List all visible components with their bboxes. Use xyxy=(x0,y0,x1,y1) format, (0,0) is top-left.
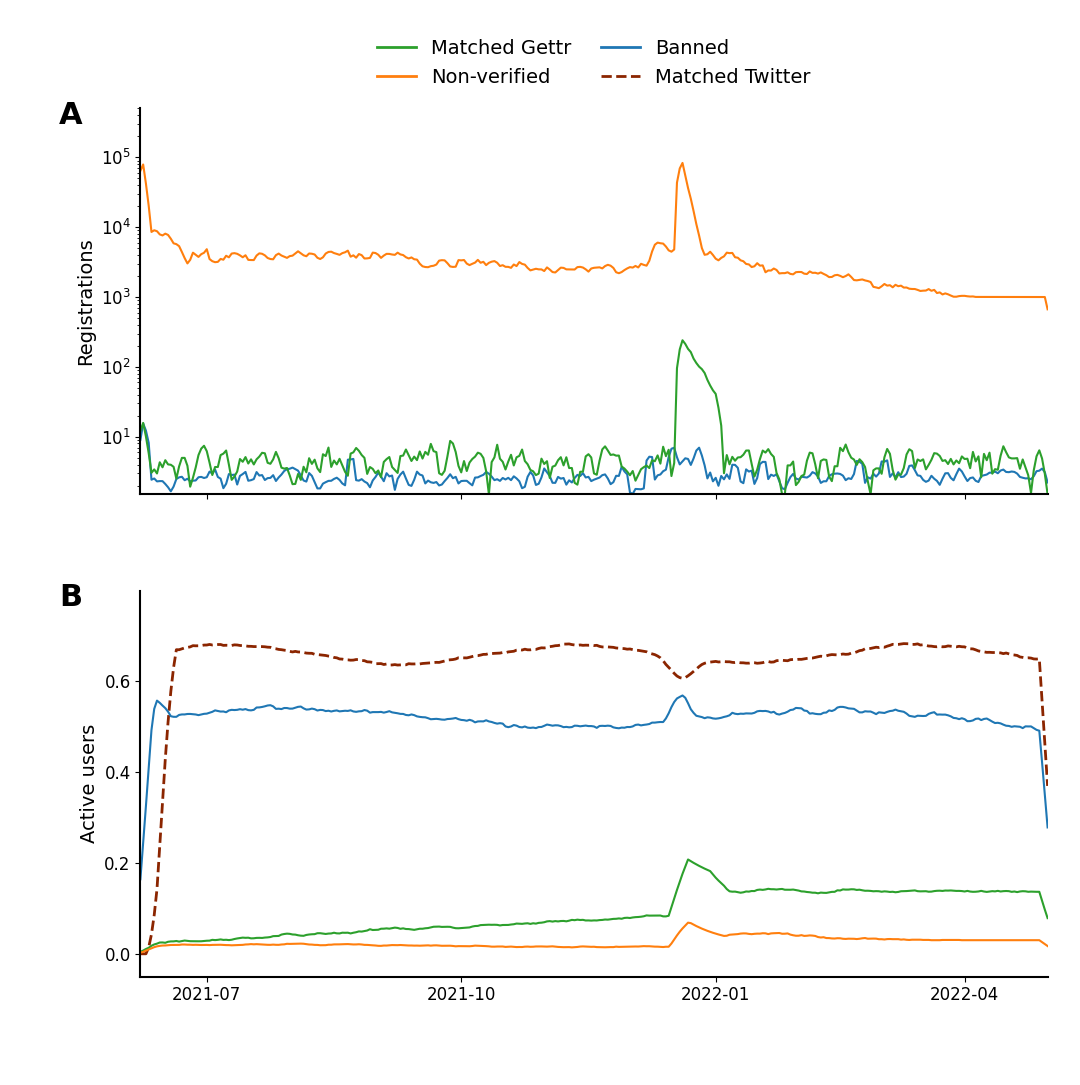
Text: B: B xyxy=(58,583,82,612)
Legend: Matched Gettr, Non-verified, Banned, Matched Twitter: Matched Gettr, Non-verified, Banned, Mat… xyxy=(369,31,819,94)
Text: A: A xyxy=(58,101,82,130)
Y-axis label: Active users: Active users xyxy=(80,724,98,843)
Y-axis label: Registrations: Registrations xyxy=(76,238,95,366)
